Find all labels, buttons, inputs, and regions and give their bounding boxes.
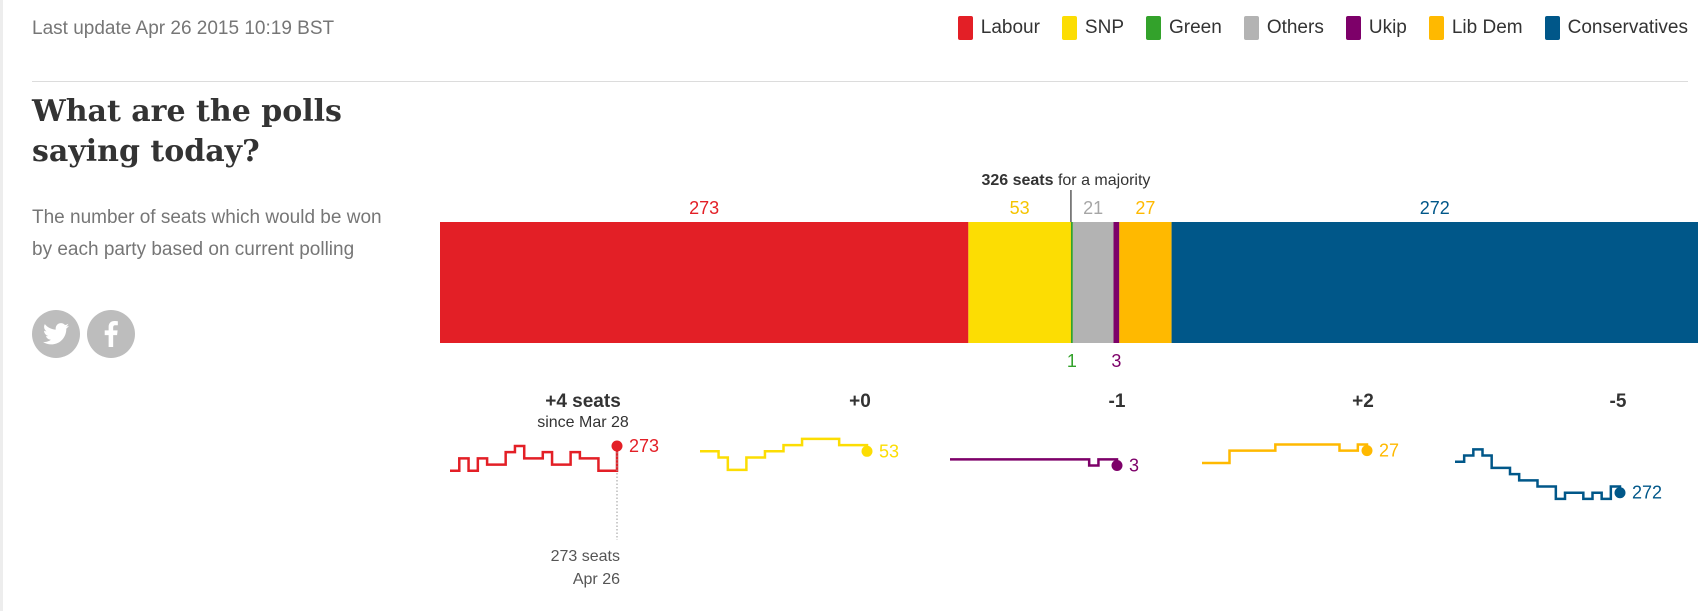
bar-segment-conservatives bbox=[1171, 222, 1698, 343]
legend-swatch bbox=[957, 16, 973, 40]
legend-item-conservatives: Conservatives bbox=[1544, 16, 1688, 40]
sparkline-endpoint-ukip bbox=[1111, 460, 1123, 472]
bar-segment-others bbox=[1072, 222, 1114, 343]
bar-label-lib-dem: 27 bbox=[1135, 198, 1155, 218]
sparkline-ukip bbox=[950, 458, 1119, 467]
sparkline-change-labour: +4 seats bbox=[545, 391, 621, 412]
legend-label: Others bbox=[1266, 17, 1324, 38]
legend-swatch bbox=[1146, 16, 1161, 40]
standfirst: The number of seats which would be won b… bbox=[32, 207, 382, 260]
legend-item-ukip: Ukip bbox=[1345, 16, 1407, 40]
sparkline-labour bbox=[450, 444, 619, 473]
sparkline-endpoint-snp bbox=[861, 445, 873, 457]
last-update: Last update Apr 26 2015 10:19 BST bbox=[32, 18, 335, 39]
annotation-date: Apr 26 bbox=[573, 571, 620, 588]
legend-swatch bbox=[1544, 16, 1560, 40]
bar-label-green: 1 bbox=[1067, 351, 1077, 371]
sparkline-endpoint-conservatives bbox=[1614, 487, 1626, 499]
sparkline-change-lib-dem: +2 bbox=[1352, 391, 1374, 412]
legend-item-lib-dem: Lib Dem bbox=[1428, 16, 1523, 40]
bar-label-snp: 53 bbox=[1010, 198, 1030, 218]
majority-text: for a majority bbox=[1054, 172, 1151, 189]
party-legend: Labour SNP Green Others Ukip Lib Dem Conservat… bbox=[936, 16, 1688, 40]
divider bbox=[32, 81, 1688, 82]
bar-label-ukip: 3 bbox=[1111, 351, 1121, 371]
sparkline-change-snp: +0 bbox=[849, 391, 871, 412]
legend-label: SNP bbox=[1084, 17, 1124, 38]
annotation-value: 273 seats bbox=[551, 548, 620, 565]
sparkline-value-conservatives: 272 bbox=[1632, 483, 1662, 503]
bar-label-conservatives: 272 bbox=[1420, 198, 1450, 218]
sparkline-snp bbox=[700, 437, 869, 472]
legend-label: Labour bbox=[980, 17, 1040, 38]
facebook-share-button[interactable] bbox=[87, 310, 135, 358]
facebook-icon bbox=[104, 321, 118, 347]
sparkline-change-conservatives: -5 bbox=[1610, 391, 1627, 412]
legend-label: Ukip bbox=[1368, 17, 1407, 38]
legend-item-others: Others bbox=[1243, 16, 1324, 40]
since-label: since Mar 28 bbox=[537, 414, 629, 431]
bar-segment-lib-dem bbox=[1119, 222, 1172, 343]
majority-seats: 326 seats bbox=[981, 172, 1053, 189]
page-left-border bbox=[0, 0, 3, 611]
headline: What are the polls saying today? bbox=[32, 94, 342, 169]
legend-swatch bbox=[1243, 16, 1259, 40]
bar-label-others: 21 bbox=[1083, 198, 1103, 218]
sparkline-value-labour: 273 bbox=[629, 436, 659, 456]
sparkline-value-snp: 53 bbox=[879, 441, 899, 461]
bar-segment-snp bbox=[968, 222, 1071, 343]
legend-label: Conservatives bbox=[1567, 17, 1688, 38]
sparkline-value-ukip: 3 bbox=[1129, 456, 1139, 476]
bar-segment-ukip bbox=[1113, 222, 1120, 343]
bar-segment-labour bbox=[440, 222, 969, 343]
legend-swatch bbox=[1061, 16, 1077, 40]
sparkline-lib-dem bbox=[1202, 443, 1369, 465]
sparkline-value-lib-dem: 27 bbox=[1379, 441, 1399, 461]
legend-item-snp: SNP bbox=[1061, 16, 1124, 40]
legend-swatch bbox=[1345, 16, 1361, 40]
bar-label-labour: 273 bbox=[689, 198, 719, 218]
twitter-share-button[interactable] bbox=[32, 310, 80, 358]
legend-item-green: Green bbox=[1146, 16, 1222, 40]
legend-label: Lib Dem bbox=[1451, 17, 1523, 38]
majority-label: 326 seats for a majority bbox=[981, 172, 1150, 189]
sparkline-conservatives bbox=[1455, 448, 1622, 501]
legend-item-labour: Labour bbox=[957, 16, 1040, 40]
twitter-icon bbox=[43, 323, 69, 345]
sparkline-endpoint-labour bbox=[611, 440, 623, 452]
bar-segment-green bbox=[1070, 222, 1073, 343]
sparkline-change-ukip: -1 bbox=[1109, 391, 1126, 412]
legend-label: Green bbox=[1169, 17, 1222, 38]
sparkline-endpoint-lib-dem bbox=[1361, 445, 1373, 457]
legend-swatch bbox=[1428, 16, 1444, 40]
